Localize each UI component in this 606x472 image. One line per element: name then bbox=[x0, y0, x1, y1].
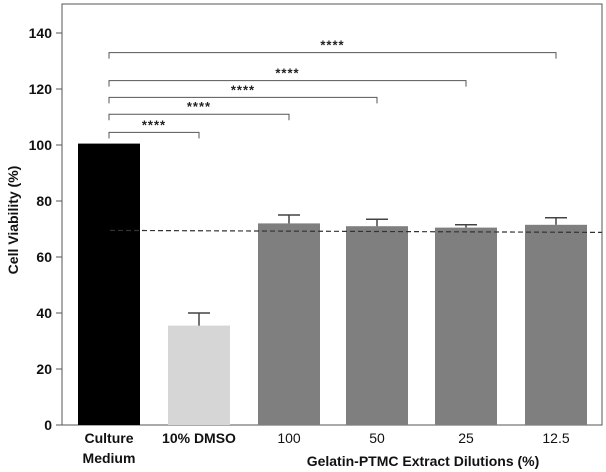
y-tick-label-100: 100 bbox=[29, 137, 53, 153]
bar-5 bbox=[525, 224, 587, 425]
y-tick-label-80: 80 bbox=[36, 193, 52, 209]
y-tick-label-0: 0 bbox=[44, 417, 52, 433]
y-tick-label-140: 140 bbox=[29, 25, 53, 41]
significance-label-1: **** bbox=[187, 99, 211, 114]
bar-0 bbox=[78, 143, 140, 425]
y-tick-label-120: 120 bbox=[29, 81, 53, 97]
category-label-2: 100 bbox=[277, 430, 301, 446]
bar-2 bbox=[258, 223, 320, 425]
significance-label-0: **** bbox=[142, 117, 166, 132]
significance-label-2: **** bbox=[231, 82, 255, 97]
chart-frame bbox=[61, 3, 603, 426]
y-axis-title: Cell Viability (%) bbox=[5, 166, 21, 275]
category-label-4: 25 bbox=[458, 430, 474, 446]
category-label-0-line2: Medium bbox=[83, 450, 136, 466]
bar-1 bbox=[168, 325, 230, 425]
significance-label-3: **** bbox=[275, 66, 299, 81]
reference-dashed-line bbox=[109, 229, 603, 233]
category-label-0: Culture bbox=[85, 430, 134, 446]
y-tick-label-40: 40 bbox=[36, 305, 52, 321]
significance-bracket-2 bbox=[108, 96, 378, 104]
significance-bracket-0 bbox=[108, 131, 200, 139]
x-axis-title: Gelatin-PTMC Extract Dilutions (%) bbox=[307, 453, 540, 469]
y-tick-label-20: 20 bbox=[36, 361, 52, 377]
category-label-5: 12.5 bbox=[542, 430, 569, 446]
bar-4 bbox=[435, 227, 497, 425]
significance-label-4: **** bbox=[320, 38, 344, 53]
category-label-1: 10% DMSO bbox=[162, 430, 236, 446]
significance-bracket-1 bbox=[108, 113, 290, 121]
category-label-3: 50 bbox=[369, 430, 385, 446]
y-tick-label-60: 60 bbox=[36, 249, 52, 265]
significance-bracket-3 bbox=[108, 80, 467, 87]
bar-3 bbox=[346, 226, 408, 425]
significance-bracket-4 bbox=[108, 52, 557, 59]
